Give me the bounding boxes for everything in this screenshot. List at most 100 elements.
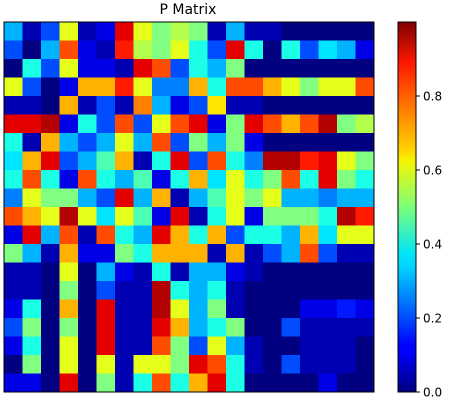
heatmap-cell bbox=[41, 318, 60, 337]
heatmap-cell bbox=[207, 59, 227, 78]
heatmap-cell bbox=[115, 59, 134, 78]
heatmap-cell bbox=[4, 59, 23, 78]
heatmap-cell bbox=[263, 281, 282, 300]
heatmap-cell bbox=[337, 133, 356, 152]
heatmap-cell bbox=[263, 244, 282, 263]
heatmap-cell bbox=[133, 262, 153, 282]
heatmap-cell bbox=[96, 114, 116, 134]
heatmap-cell bbox=[355, 96, 375, 115]
heatmap-cell bbox=[281, 299, 301, 319]
heatmap-cell bbox=[4, 336, 23, 356]
heatmap-cell bbox=[244, 355, 264, 374]
heatmap-cell bbox=[263, 262, 282, 282]
heatmap-cell bbox=[207, 262, 227, 282]
heatmap-cell bbox=[244, 151, 264, 171]
heatmap-cell bbox=[337, 244, 356, 263]
heatmap-cell bbox=[281, 244, 301, 263]
heatmap-cell bbox=[22, 77, 42, 97]
heatmap-cell bbox=[41, 114, 60, 134]
heatmap-cell bbox=[4, 225, 23, 245]
heatmap-cell bbox=[226, 114, 245, 134]
heatmap-cell bbox=[22, 40, 42, 60]
heatmap-cell bbox=[170, 373, 190, 393]
heatmap-cell bbox=[244, 133, 264, 152]
heatmap-cell bbox=[189, 262, 208, 282]
heatmap-cell bbox=[170, 244, 190, 263]
heatmap-cell bbox=[152, 318, 171, 337]
heatmap-cells bbox=[4, 22, 375, 393]
heatmap-cell bbox=[78, 59, 97, 78]
heatmap-cell bbox=[115, 188, 134, 208]
heatmap-cell bbox=[300, 170, 319, 189]
heatmap-cell bbox=[300, 96, 319, 115]
heatmap-cell bbox=[226, 188, 245, 208]
heatmap-cell bbox=[337, 373, 356, 393]
heatmap-cell bbox=[59, 133, 79, 152]
heatmap-cell bbox=[78, 133, 97, 152]
heatmap-cell bbox=[300, 207, 319, 226]
heatmap-cell bbox=[22, 207, 42, 226]
heatmap-cell bbox=[170, 22, 190, 41]
heatmap-cell bbox=[337, 151, 356, 171]
heatmap-cell bbox=[96, 59, 116, 78]
heatmap-cell bbox=[170, 299, 190, 319]
heatmap-cell bbox=[355, 59, 375, 78]
heatmap-cell bbox=[41, 281, 60, 300]
heatmap-cell bbox=[78, 96, 97, 115]
heatmap-cell bbox=[22, 355, 42, 374]
heatmap-cell bbox=[244, 299, 264, 319]
heatmap-cell bbox=[170, 262, 190, 282]
heatmap-cell bbox=[318, 244, 338, 263]
heatmap-cell bbox=[189, 299, 208, 319]
heatmap-cell bbox=[244, 40, 264, 60]
heatmap-cell bbox=[115, 96, 134, 115]
heatmap-cell bbox=[133, 299, 153, 319]
heatmap-cell bbox=[207, 96, 227, 115]
heatmap-cell bbox=[263, 170, 282, 189]
heatmap-cell bbox=[281, 114, 301, 134]
heatmap-cell bbox=[41, 40, 60, 60]
heatmap-cell bbox=[281, 151, 301, 171]
heatmap-cell bbox=[318, 114, 338, 134]
heatmap-cell bbox=[318, 96, 338, 115]
heatmap-cell bbox=[78, 373, 97, 393]
heatmap-cell bbox=[170, 318, 190, 337]
heatmap-cell bbox=[170, 133, 190, 152]
heatmap-cell bbox=[300, 59, 319, 78]
heatmap-cell bbox=[355, 355, 375, 374]
heatmap-cell bbox=[244, 225, 264, 245]
heatmap-cell bbox=[4, 355, 23, 374]
heatmap-cell bbox=[4, 299, 23, 319]
heatmap-cell bbox=[300, 188, 319, 208]
heatmap-cell bbox=[337, 22, 356, 41]
heatmap-cell bbox=[189, 373, 208, 393]
heatmap-cell bbox=[22, 96, 42, 115]
heatmap-cell bbox=[78, 299, 97, 319]
heatmap-cell bbox=[22, 133, 42, 152]
heatmap-cell bbox=[170, 355, 190, 374]
heatmap-cell bbox=[22, 151, 42, 171]
heatmap-cell bbox=[170, 336, 190, 356]
heatmap-cell bbox=[170, 170, 190, 189]
heatmap-cell bbox=[189, 114, 208, 134]
heatmap-cell bbox=[207, 318, 227, 337]
heatmap-cell bbox=[318, 59, 338, 78]
heatmap-cell bbox=[244, 170, 264, 189]
heatmap-cell bbox=[152, 77, 171, 97]
heatmap-cell bbox=[41, 299, 60, 319]
heatmap-cell bbox=[96, 281, 116, 300]
heatmap-cell bbox=[281, 133, 301, 152]
heatmap-cell bbox=[318, 22, 338, 41]
heatmap-cell bbox=[226, 96, 245, 115]
heatmap-cell bbox=[189, 336, 208, 356]
heatmap-cell bbox=[96, 96, 116, 115]
heatmap-cell bbox=[337, 225, 356, 245]
heatmap-cell bbox=[263, 151, 282, 171]
heatmap-cell bbox=[207, 114, 227, 134]
heatmap-cell bbox=[59, 244, 79, 263]
heatmap-cell bbox=[189, 40, 208, 60]
heatmap-cell bbox=[152, 281, 171, 300]
heatmap-cell bbox=[170, 207, 190, 226]
heatmap-cell bbox=[189, 355, 208, 374]
heatmap-cell bbox=[78, 244, 97, 263]
